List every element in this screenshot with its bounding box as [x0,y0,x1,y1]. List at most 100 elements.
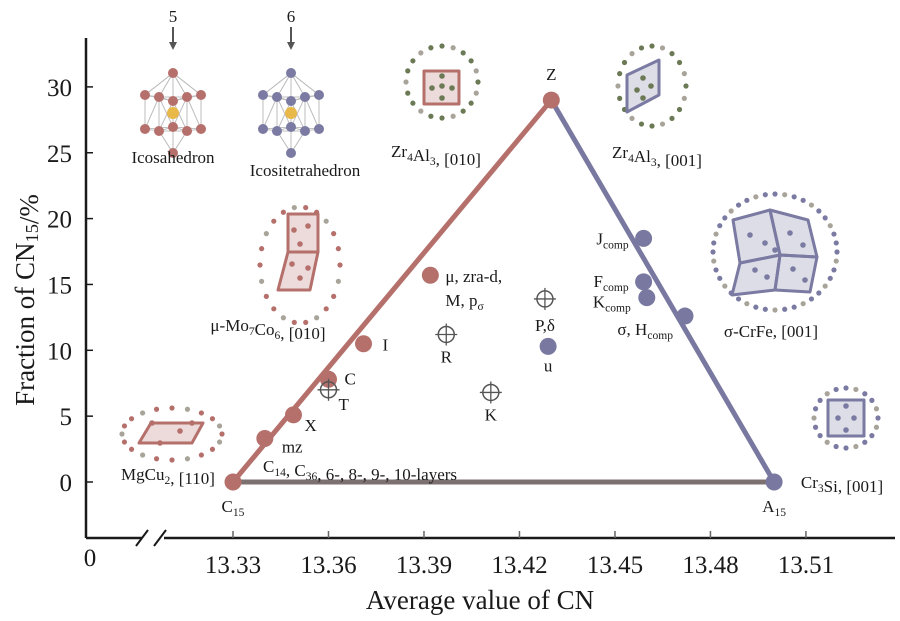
sigma-crfe-atom [722,283,728,289]
bond-line [186,96,202,130]
sigma-crfe-atom [744,301,750,307]
cr3si-atom [873,406,880,412]
sigma-crfe-atom [717,275,723,281]
zr4al3-010-atom [428,45,434,51]
zr4al3-001-atom [640,95,646,101]
zr4al3-001-atom [681,95,687,101]
sigma-crfe-atom [834,249,840,255]
atom [300,126,310,136]
zr4al3-010-caption-subscript: 4 [407,151,413,164]
mu-mo7co6-caption: μ-Mo7Co6, [010] [210,316,325,343]
data-point [355,335,373,353]
mgcu2-atom [149,420,155,426]
sigma-crfe-atom [800,301,806,307]
zr4al3-001-atom [649,43,655,49]
axis-break-gap [142,530,164,546]
cr3si-atom [869,433,875,439]
zr4al3-001-caption-text: , [001] [657,151,702,170]
sigma-crfe-atom [713,267,719,273]
icositetrahedron-arrow-head [287,42,295,50]
mu-mo7co6-atom [280,209,286,215]
point-label-text: J [596,229,603,248]
point-label-text: C [344,369,355,388]
point-label-text: K [593,293,606,312]
sigma-crfe-atom [710,249,716,255]
icosahedron-caption: Icosahedron [131,148,215,167]
zr4al3-001-caption-subscript: 4 [628,152,634,165]
point-label: T [338,395,349,414]
icositetrahedron-number: 6 [287,7,296,26]
sigma-crfe-atom [753,304,759,310]
point-label-text: F [593,272,602,291]
sigma-crfe-atom [713,231,719,237]
bond-line [290,72,320,96]
icositetrahedron-caption-text: Icositetrahedron [250,161,361,180]
point-label-text: A [762,497,775,516]
bond-line [276,100,292,132]
sigma-crfe-atom [800,242,806,248]
y-axis-title-subscript: 15 [22,224,42,242]
mu-mo7co6-atom [297,241,303,247]
mgcu2-atom [121,423,128,429]
axis-break-mark [153,529,167,547]
y-axis-title: Fraction of CN15/% [10,194,44,406]
sigma-crfe-atom [816,208,822,214]
atom [196,90,206,100]
triangle-right-edge [549,98,777,484]
x-origin-label: 0 [84,545,97,572]
zr4al3-001-caption-text: Al [634,147,651,166]
zr4al3-001-cell [625,58,661,114]
zr4al3-010-caption: Zr4Al3, [010] [391,142,481,169]
zr4al3-001-atom [621,59,628,66]
atom [182,126,192,136]
zr4al3-010-atom [429,85,435,91]
cr3si-atom [875,415,881,421]
bond-line [276,96,292,128]
point-label: X [304,416,316,435]
mu-mo7co6-atom [314,315,320,321]
sigma-crfe-atom [711,258,717,264]
sigma-crfe-atom [747,232,753,238]
y-axis-title-text: /% [14,194,44,224]
mu-mo7co6-atom [337,262,343,268]
y-tick-label: 15 [47,272,72,299]
atom [286,148,296,158]
mu-mo7co6-cell [276,250,320,292]
icositetrahedron-caption: Icositetrahedron [250,161,361,180]
zr4al3-010-atom [439,115,445,121]
point-label: Jcomp [596,229,629,251]
cr3si-atom [862,439,868,445]
atom [258,124,268,134]
mgcu2-atom [128,416,135,422]
mu-mo7co6-atom [303,204,309,211]
mu-mo7co6-atom [331,293,337,299]
atom [140,124,150,134]
cr3si-atom [835,415,841,421]
cr3si-atom [833,443,839,450]
zr4al3-010-atom [428,113,434,119]
cr3si-atom [853,386,859,393]
mgcu2-atom [198,410,204,416]
point-label: I [383,336,389,355]
mu-mo7co6-atom [280,315,286,321]
bond-line [144,96,160,130]
point-label: R [441,347,453,366]
sigma-crfe-atom [782,306,788,312]
cr3si-atom [812,406,819,412]
cr3si-atom [817,433,823,439]
cr3si-atom [843,427,849,433]
cr3si-atom [862,391,868,397]
zr4al3-001-atom [669,51,675,57]
cr3si-atom [869,397,875,403]
sigma-crfe-atom [711,240,717,246]
icositetrahedron-structure [258,68,324,158]
atom [196,124,206,134]
point-label-subscript: 15 [774,506,786,519]
point-label: Z [546,65,556,84]
sigma-crfe-atom [808,202,815,208]
cr3si-atom [824,439,830,445]
sigma-crfe-atom [735,296,742,302]
point-label-subscript: 15 [233,506,245,519]
zr4al3-001-atom [638,121,645,127]
